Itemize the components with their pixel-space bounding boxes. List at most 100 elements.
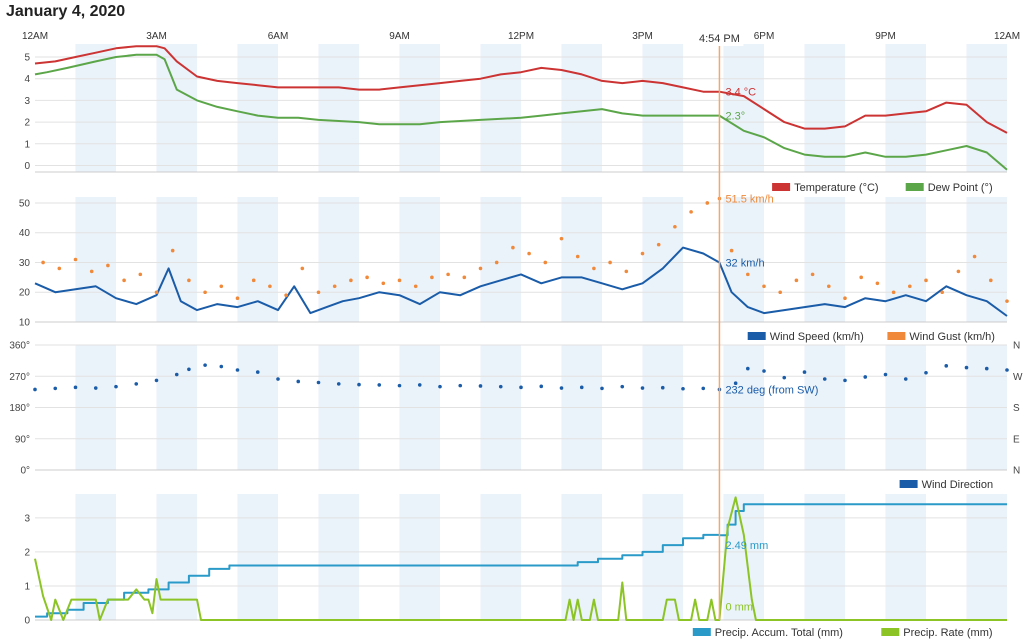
data-point: [300, 266, 305, 271]
data-point: [620, 384, 625, 389]
shade-band: [804, 44, 845, 172]
shade-band: [75, 197, 116, 322]
legend-label: Wind Speed (km/h): [770, 331, 864, 343]
data-point: [219, 284, 224, 289]
data-point: [575, 254, 580, 259]
data-point: [235, 296, 240, 300]
shade-band: [237, 494, 278, 620]
y-tick-label: 0: [24, 616, 30, 627]
data-point: [746, 366, 750, 371]
data-point: [478, 266, 483, 271]
data-point: [903, 377, 908, 381]
data-point: [924, 278, 928, 283]
data-point: [494, 260, 499, 265]
shade-band: [723, 44, 764, 172]
data-point: [972, 254, 977, 259]
legend-label: Dew Point (°): [928, 182, 993, 194]
data-point: [539, 384, 544, 389]
y-tick-label: 20: [19, 288, 31, 299]
data-point: [377, 383, 382, 387]
data-point: [984, 366, 989, 371]
shade-band: [723, 197, 764, 322]
y-right-tick-label: S: [1013, 403, 1020, 414]
data-point: [733, 381, 738, 385]
shade-band: [966, 44, 1007, 172]
data-point: [114, 384, 118, 389]
legend-swatch: [772, 183, 791, 191]
value-label: 51.5 km/h: [725, 193, 773, 205]
data-point: [822, 377, 827, 381]
data-point: [778, 290, 782, 295]
legend-swatch: [747, 332, 766, 340]
x-tick-label: 9PM: [875, 31, 896, 42]
data-point: [762, 369, 766, 373]
data-point: [794, 278, 799, 283]
data-point: [438, 384, 442, 389]
shade-band: [966, 197, 1007, 322]
data-point: [511, 245, 515, 250]
data-point: [600, 386, 604, 391]
data-point: [827, 284, 831, 289]
data-point: [134, 382, 139, 386]
data-point: [251, 278, 256, 283]
x-tick-label: 12AM: [994, 31, 1020, 42]
data-point: [1005, 299, 1009, 303]
shade-band: [399, 197, 440, 322]
shade-band: [885, 197, 926, 322]
data-point: [746, 272, 750, 277]
data-point: [1005, 368, 1009, 372]
data-point: [203, 363, 207, 367]
data-point: [543, 260, 548, 265]
data-point: [673, 224, 677, 229]
legend-label: Temperature (°C): [794, 182, 878, 194]
data-point: [276, 377, 280, 381]
shade-band: [804, 197, 845, 322]
shade-band: [804, 494, 845, 620]
data-point: [41, 260, 45, 265]
data-point: [349, 278, 353, 283]
data-point: [154, 290, 159, 295]
legend-label: Wind Direction: [922, 479, 994, 491]
data-point: [624, 269, 629, 274]
data-point: [203, 290, 207, 295]
data-point: [255, 370, 260, 374]
data-point: [843, 296, 847, 300]
x-tick-label: 6PM: [754, 31, 775, 42]
y-tick-label: 3: [24, 513, 30, 524]
shade-band: [480, 494, 521, 620]
legend-swatch: [905, 183, 924, 191]
y-tick-label: 360°: [9, 341, 30, 352]
data-point: [187, 367, 191, 372]
y-tick-label: 4: [24, 74, 30, 85]
data-point: [462, 275, 467, 280]
data-point: [170, 248, 175, 253]
data-point: [316, 290, 321, 295]
data-point: [57, 266, 62, 271]
data-point: [964, 365, 969, 370]
y-tick-label: 3: [24, 96, 30, 107]
data-point: [296, 379, 301, 384]
data-point: [381, 281, 386, 286]
data-point: [924, 370, 928, 375]
data-point: [608, 260, 612, 265]
x-tick-label: 12AM: [22, 31, 48, 42]
y-tick-label: 2: [24, 118, 30, 129]
data-point: [592, 266, 596, 271]
shade-band: [318, 44, 359, 172]
data-point: [413, 284, 418, 289]
legend-swatch: [899, 480, 918, 488]
value-label: 0 mm: [725, 601, 753, 613]
y-tick-label: 50: [19, 198, 31, 209]
data-point: [701, 386, 706, 391]
shade-band: [318, 494, 359, 620]
series-line: [34, 496, 1007, 621]
shade-band: [642, 494, 683, 620]
data-point: [235, 368, 240, 372]
shade-band: [480, 197, 521, 322]
data-point: [93, 386, 98, 390]
data-point: [762, 284, 766, 289]
shade-band: [237, 44, 278, 172]
data-point: [940, 290, 944, 295]
series-line: [34, 45, 1008, 134]
data-point: [782, 375, 787, 380]
